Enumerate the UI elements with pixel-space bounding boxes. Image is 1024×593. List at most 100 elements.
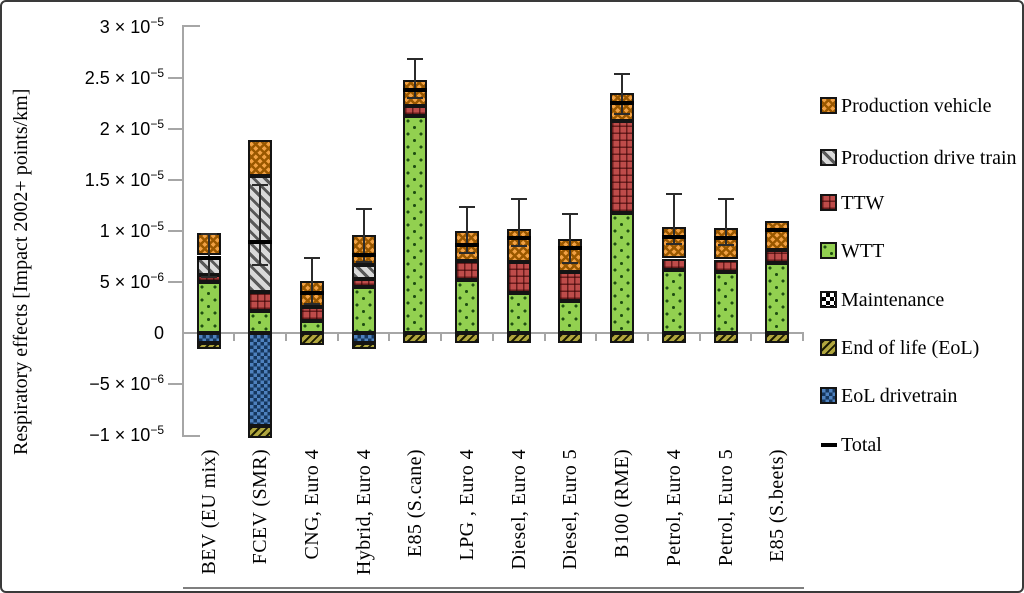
legend-swatch-eoldt <box>820 387 837 404</box>
legend-item-pdt: Production drive train <box>820 146 1018 196</box>
y-tick-label: 2 × 10−5 <box>99 117 164 139</box>
legend-item-maint: Maintenance <box>820 288 1018 338</box>
error-bar-cap-top <box>717 198 734 201</box>
bar-segment-pdt <box>351 264 376 279</box>
bar-segment-eoldt <box>248 333 273 426</box>
total-marker <box>403 88 428 93</box>
bar-segment-ttw <box>248 292 273 311</box>
error-bar-line <box>517 199 520 247</box>
error-bar-line <box>672 194 675 245</box>
y-tick-label: −5 × 10−6 <box>89 372 164 394</box>
legend-item-total: Total <box>820 433 1018 483</box>
total-marker <box>455 243 479 248</box>
error-bar-cap-top <box>510 198 527 201</box>
error-bar-cap-bottom <box>510 245 527 248</box>
bar-segment-ttw <box>713 259 738 272</box>
legend-swatch-wtt <box>820 242 837 259</box>
legend-item-eoldt: EoL drivetrain <box>820 384 1018 434</box>
legend-swatch-ttw <box>820 194 837 211</box>
bar-segment-wtt <box>713 271 738 333</box>
error-bar-cap-top <box>407 57 424 60</box>
bar-segment-wtt <box>403 115 428 333</box>
y-tick-mark <box>168 179 182 181</box>
legend-item-eol: End of life (EoL) <box>820 336 1018 386</box>
y-tick-label: 0 <box>153 323 164 343</box>
x-boundary-tick <box>646 333 649 341</box>
legend-label: End of life (EoL) <box>841 337 980 359</box>
y-axis-end-tick <box>182 25 200 27</box>
bar-segment-ttw <box>506 261 531 294</box>
x-boundary-tick <box>698 333 701 341</box>
legend-swatch-pdt <box>820 149 837 166</box>
y-tick-mark <box>168 230 182 232</box>
x-boundary-tick <box>595 333 598 341</box>
bar-segment-wtt <box>248 310 273 333</box>
error-bar-line <box>362 208 365 262</box>
error-bar-cap-bottom <box>407 97 424 100</box>
legend-label: Maintenance <box>841 289 945 311</box>
total-marker <box>610 100 635 105</box>
bar-segment-ttw <box>558 271 583 302</box>
total-marker <box>248 240 273 245</box>
bar-segment-eol <box>558 333 583 344</box>
total-marker <box>558 246 583 251</box>
legend-label: WTT <box>841 240 885 262</box>
bar-segment-wtt <box>351 287 376 333</box>
total-marker <box>506 236 531 241</box>
error-bar-line <box>259 185 262 265</box>
y-tick-label: 5 × 10−6 <box>99 270 164 292</box>
bar-segment-ttw <box>610 120 635 213</box>
bar-segment-wtt <box>610 212 635 333</box>
bar-segment-eol <box>506 333 531 344</box>
y-tick-mark <box>168 77 182 79</box>
y-tick-label: −1 × 10−5 <box>89 423 164 445</box>
y-tick-label: 1.5 × 10−5 <box>84 168 164 190</box>
bar-segment-wtt <box>765 262 790 333</box>
legend-label: EoL drivetrain <box>841 385 958 407</box>
bar-segment-eol <box>248 425 273 438</box>
bar-segment-eol <box>403 333 428 344</box>
bar-segment-ttw <box>351 278 376 288</box>
bar-segment-eol <box>299 333 324 346</box>
x-boundary-tick <box>388 333 391 341</box>
error-bar-cap-bottom <box>717 244 734 247</box>
legend-label: TTW <box>841 192 885 214</box>
error-bar-cap-bottom <box>562 261 579 264</box>
legend-swatch-eol <box>820 339 837 356</box>
bar-segment-eol <box>610 333 635 344</box>
x-boundary-tick <box>181 333 184 341</box>
legend-swatch-maint <box>820 291 837 308</box>
y-tick-mark <box>168 128 182 130</box>
bar-segment-eoldt <box>196 333 221 344</box>
y-tick-mark <box>168 281 182 283</box>
error-bar-cap-top <box>665 193 682 196</box>
error-bar-cap-top <box>252 184 269 187</box>
bar-segment-wtt <box>299 320 324 333</box>
bar-segment-eol <box>713 333 738 344</box>
error-bar-cap-top <box>200 233 217 236</box>
error-bar-line <box>310 257 313 305</box>
error-bar-line <box>621 73 624 114</box>
x-boundary-tick <box>285 333 287 341</box>
y-axis-end-tick <box>182 435 200 437</box>
bar-segment-eol <box>196 343 221 350</box>
x-boundary-tick <box>491 333 494 341</box>
x-boundary-tick <box>750 333 753 341</box>
error-bar-cap-top <box>355 207 372 210</box>
y-tick-label: 2.5 × 10−5 <box>84 66 164 88</box>
error-bar-cap-bottom <box>355 260 372 263</box>
bar-segment-eol <box>351 343 376 350</box>
y-axis-line <box>182 25 184 437</box>
x-boundary-tick <box>802 333 804 341</box>
bar-segment-eoldt <box>351 333 376 344</box>
bar-segment-eol <box>455 333 479 344</box>
bar-segment-ttw <box>403 105 428 116</box>
legend-label: Total <box>841 434 882 456</box>
bar-segment-wtt <box>661 269 686 333</box>
legend-swatch-total <box>821 443 837 447</box>
total-marker <box>713 236 738 241</box>
bar-segment-wtt <box>196 282 221 333</box>
x-boundary-tick <box>336 333 339 341</box>
